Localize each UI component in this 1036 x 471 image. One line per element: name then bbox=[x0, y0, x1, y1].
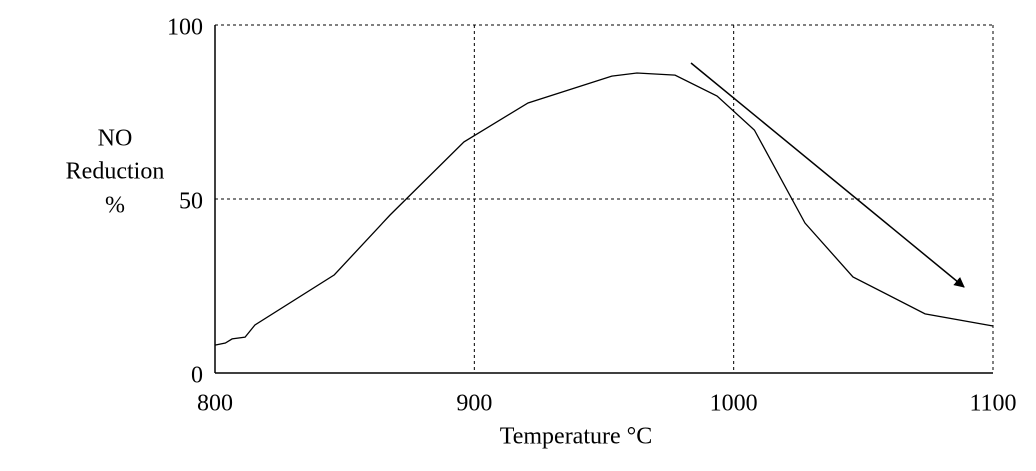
x-tick-label: 900 bbox=[456, 391, 492, 417]
y-tick-label: 100 bbox=[167, 15, 203, 41]
y-axis-label: NO bbox=[98, 126, 133, 152]
y-tick-label: 50 bbox=[179, 189, 203, 215]
x-axis-label: Temperature °C bbox=[500, 424, 653, 450]
trend-arrow bbox=[690, 62, 965, 288]
x-tick-label: 1100 bbox=[969, 391, 1016, 417]
x-tick-label: 1000 bbox=[710, 391, 758, 417]
y-tick-label: 0 bbox=[191, 363, 203, 389]
y-axis-label: Reduction bbox=[66, 159, 165, 185]
x-tick-label: 800 bbox=[197, 391, 233, 417]
data-line bbox=[214, 72, 994, 346]
y-axis-label: % bbox=[105, 193, 125, 219]
